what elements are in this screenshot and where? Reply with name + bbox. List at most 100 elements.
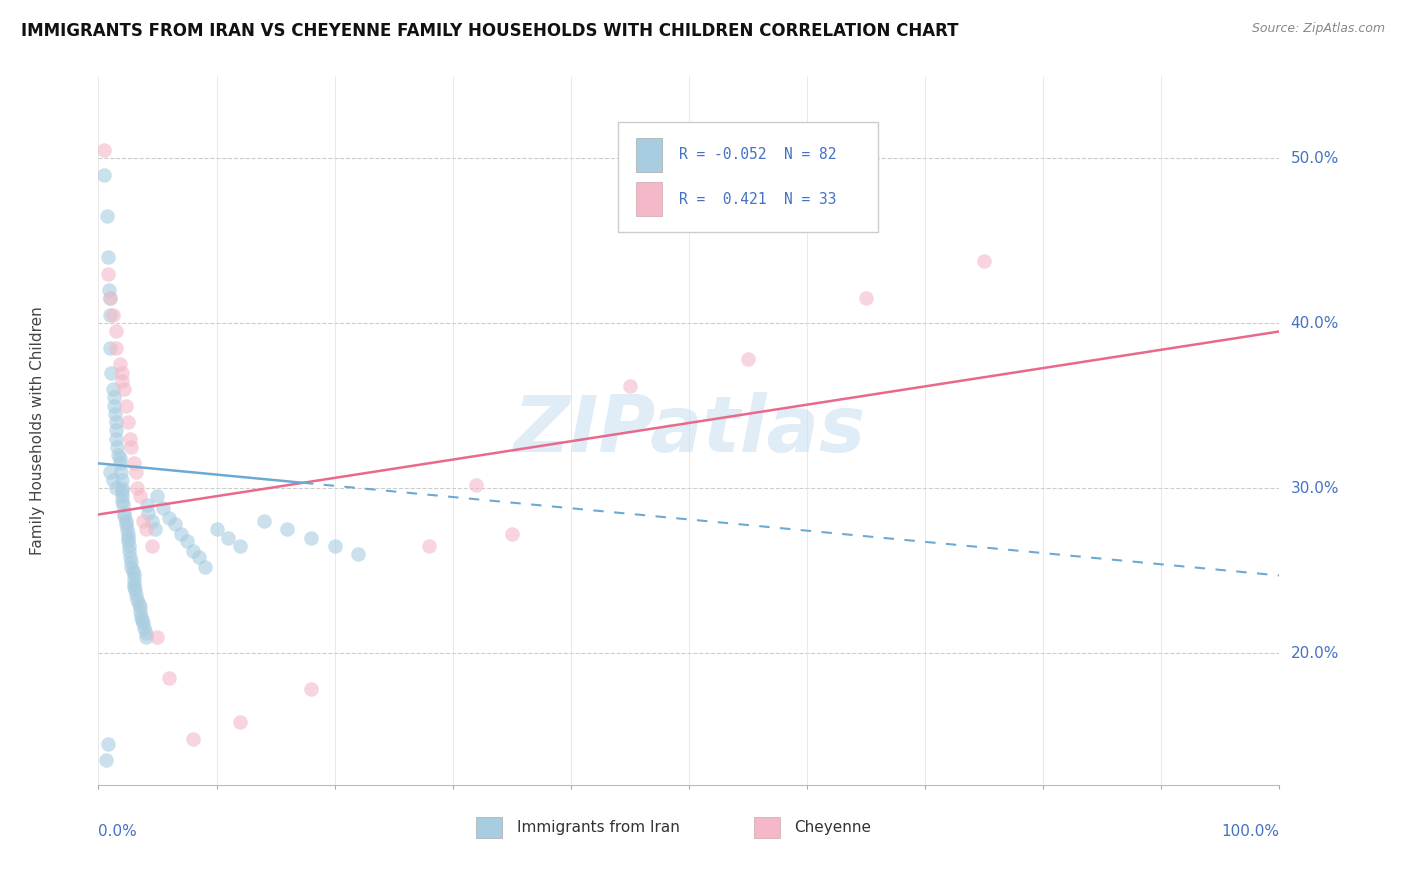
Point — [105, 481, 128, 495]
Point — [121, 560, 143, 574]
Point — [94, 753, 117, 767]
Point — [737, 352, 759, 367]
Bar — [636, 137, 662, 171]
Point — [973, 253, 995, 268]
Point — [122, 580, 145, 594]
Point — [111, 473, 134, 487]
Point — [101, 308, 124, 322]
Point — [111, 494, 134, 508]
Point — [118, 539, 141, 553]
Point — [418, 539, 440, 553]
Point — [465, 478, 488, 492]
Point — [117, 533, 139, 548]
Point — [146, 630, 169, 644]
Point — [165, 517, 187, 532]
Point — [117, 415, 139, 429]
Point — [93, 168, 115, 182]
Point — [141, 539, 163, 553]
Point — [152, 500, 174, 515]
Point — [97, 250, 120, 264]
Point — [299, 531, 322, 545]
FancyBboxPatch shape — [619, 122, 877, 232]
Point — [501, 527, 523, 541]
Point — [132, 514, 155, 528]
Point — [323, 539, 346, 553]
Text: ZIPatlas: ZIPatlas — [513, 392, 865, 468]
Point — [112, 506, 135, 520]
Point — [118, 543, 141, 558]
Point — [855, 292, 877, 306]
Point — [93, 143, 115, 157]
Point — [122, 576, 145, 591]
Point — [124, 583, 146, 598]
Point — [134, 621, 156, 635]
Point — [194, 560, 217, 574]
Point — [98, 308, 121, 322]
Point — [98, 341, 121, 355]
Point — [181, 731, 204, 746]
Point — [205, 522, 228, 536]
Point — [129, 609, 152, 624]
Point — [229, 715, 252, 730]
Point — [121, 564, 143, 578]
Point — [117, 531, 139, 545]
Point — [98, 292, 121, 306]
Text: Cheyenne: Cheyenne — [794, 820, 872, 835]
Point — [181, 543, 204, 558]
Point — [131, 613, 153, 627]
Point — [135, 626, 157, 640]
Point — [105, 341, 128, 355]
Point — [97, 267, 120, 281]
Point — [127, 481, 149, 495]
Point — [217, 531, 239, 545]
Point — [103, 391, 125, 405]
Point — [127, 593, 149, 607]
Point — [108, 451, 131, 466]
Point — [120, 432, 142, 446]
Point — [619, 379, 641, 393]
Point — [128, 605, 150, 619]
Point — [170, 527, 193, 541]
Point — [104, 407, 127, 421]
Text: 50.0%: 50.0% — [1291, 151, 1339, 166]
Bar — [636, 182, 662, 216]
Point — [176, 533, 198, 548]
Point — [122, 572, 145, 586]
Text: Family Households with Children: Family Households with Children — [31, 306, 45, 555]
Point — [121, 440, 143, 454]
Point — [132, 616, 155, 631]
Point — [111, 489, 134, 503]
Point — [112, 509, 135, 524]
Point — [105, 325, 128, 339]
Point — [146, 489, 169, 503]
Point — [112, 498, 135, 512]
Point — [108, 358, 131, 372]
Point — [111, 366, 134, 380]
Point — [103, 399, 125, 413]
Point — [98, 292, 121, 306]
Point — [122, 566, 145, 581]
Point — [299, 682, 322, 697]
Point — [110, 465, 132, 479]
Point — [100, 366, 122, 380]
Point — [135, 498, 157, 512]
Point — [114, 514, 136, 528]
Point — [229, 539, 252, 553]
Point — [115, 522, 138, 536]
Point — [112, 382, 135, 396]
Point — [128, 597, 150, 611]
Point — [107, 448, 129, 462]
Point — [141, 514, 163, 528]
Point — [98, 465, 121, 479]
Point — [276, 522, 298, 536]
Point — [157, 671, 180, 685]
Point — [120, 550, 142, 565]
Point — [101, 473, 124, 487]
Point — [108, 456, 131, 470]
Text: R = -0.052  N = 82: R = -0.052 N = 82 — [679, 147, 837, 162]
Point — [111, 484, 134, 499]
Point — [143, 522, 166, 536]
Point — [105, 432, 128, 446]
Point — [125, 588, 148, 602]
Point — [157, 510, 180, 524]
